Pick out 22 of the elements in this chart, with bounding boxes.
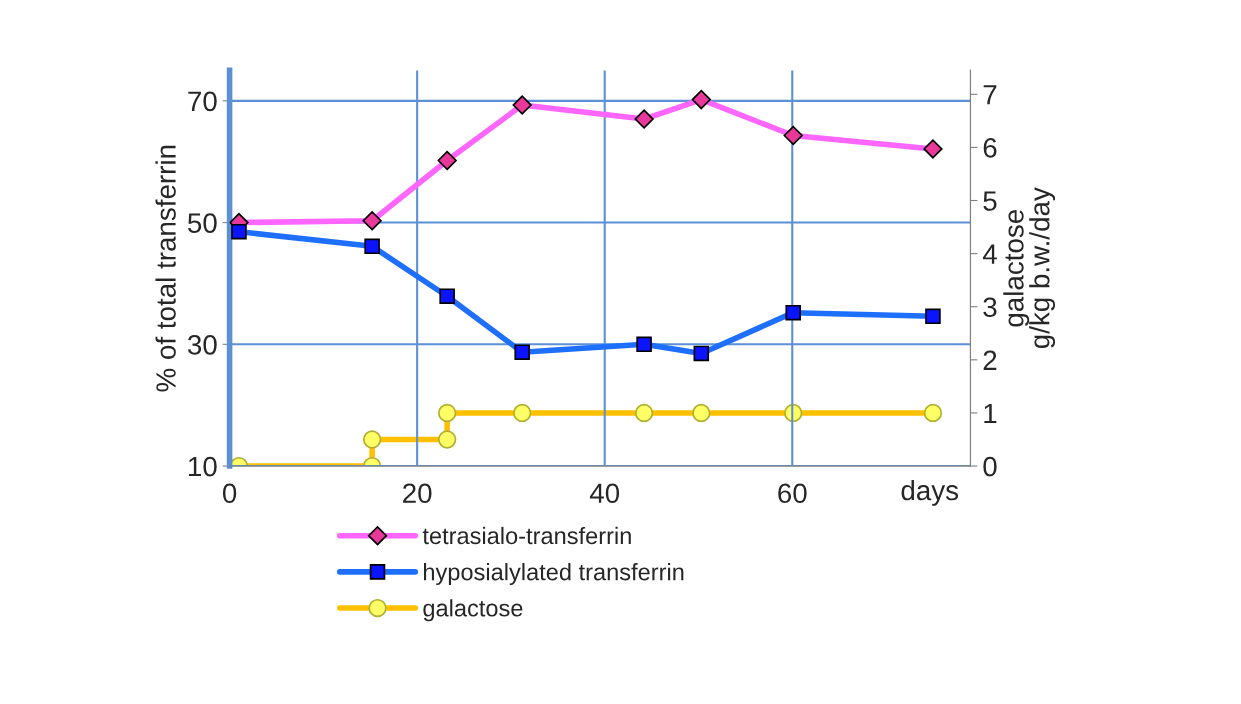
y2-tick-label: 7 [983,85,997,105]
legend-label: tetrasialo-transferrin [422,526,631,545]
legend-label: hyposialylated transferrin [424,563,684,586]
y2-axis-title: galactose g/kg b.w./day [1003,187,1056,349]
y2-tick-label: 1 [984,403,997,424]
y2-tick-label: 6 [983,138,997,158]
y2-tick-label: 5 [983,191,997,211]
y-axis-title: % of total transferrin [155,145,176,392]
x-tick-label: 60 [778,483,807,504]
x-tick-label: 20 [403,483,432,504]
y2-tick-label: 4 [982,244,997,264]
legend-label: galactose [423,599,523,622]
y2-tick-label: 3 [983,297,997,318]
y-tick-label: 10 [189,456,217,477]
y-tick-label: 30 [187,334,217,355]
x-tick-label: 40 [589,483,620,504]
y-tick-label: 70 [188,91,217,112]
y2-tick-label: 0 [983,456,997,477]
x-axis-title: days [901,479,959,506]
y2-tick-label: 2 [983,350,997,370]
y-tick-label: 50 [188,213,217,233]
x-tick-label: 0 [222,483,237,504]
